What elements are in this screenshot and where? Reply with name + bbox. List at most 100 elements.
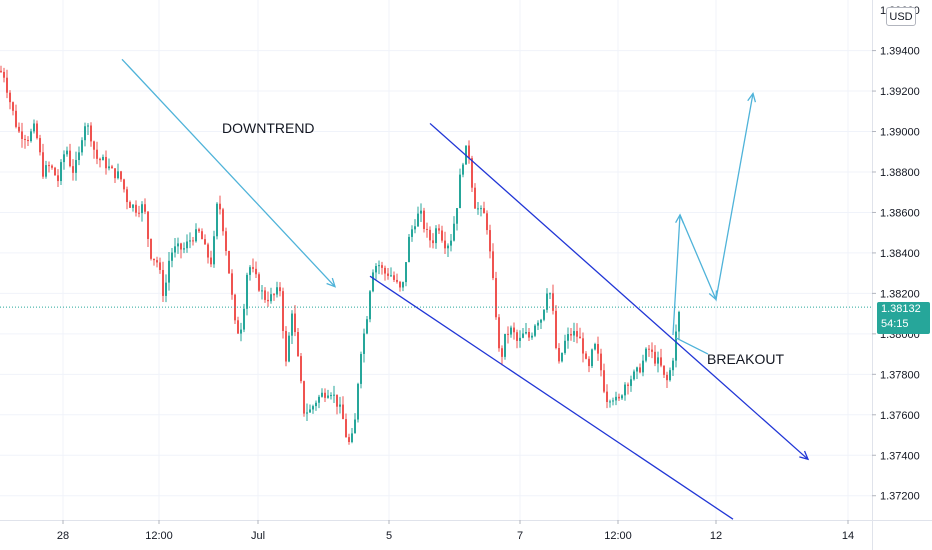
candle-down — [444, 240, 446, 249]
candle-down — [492, 251, 494, 279]
currency-badge[interactable]: USD — [886, 7, 916, 26]
candle-up — [630, 379, 632, 386]
price-tick-label: 1.37800 — [880, 369, 920, 381]
candle-up — [315, 402, 317, 407]
candle-up — [261, 290, 263, 292]
candle-down — [111, 166, 113, 169]
candle-up — [456, 208, 458, 224]
candle-up — [171, 252, 173, 261]
candle-up — [636, 367, 638, 372]
candle-down — [570, 334, 572, 336]
candle-up — [195, 229, 197, 242]
time-tick-label: 7 — [517, 530, 523, 542]
candle-down — [201, 231, 203, 240]
candle-up — [372, 272, 374, 292]
candle-down — [495, 278, 497, 318]
projection-path — [672, 93, 754, 336]
candle-up — [525, 332, 527, 334]
candle-up — [540, 319, 542, 323]
candle-down — [54, 167, 56, 176]
candle-down — [15, 110, 17, 127]
candle-down — [588, 358, 590, 367]
candle-down — [123, 179, 125, 190]
candle-up — [612, 400, 614, 402]
candle-down — [324, 392, 326, 398]
time-tick-label: 12 — [710, 530, 722, 542]
current-price-label: 1.38132 54:15 — [877, 302, 930, 334]
candle-down — [489, 230, 491, 252]
candle-up — [81, 140, 83, 153]
candle-up — [327, 395, 329, 398]
candle-up — [312, 406, 314, 410]
candle-up — [240, 329, 242, 334]
candle-down — [579, 336, 581, 339]
candle-up — [402, 282, 404, 288]
channel-upper-line — [429, 122, 809, 460]
price-tick-label: 1.38200 — [880, 288, 920, 300]
candle-down — [285, 330, 287, 362]
candle-down — [93, 141, 95, 150]
candle-up — [609, 401, 611, 403]
candle-down — [483, 208, 485, 214]
candle-down — [234, 294, 236, 321]
candle-up — [519, 337, 521, 341]
annotation-breakout: BREAKOUT — [707, 351, 785, 367]
candle-up — [447, 245, 449, 249]
candle-up — [390, 275, 392, 277]
candle-up — [543, 309, 545, 320]
candle-down — [162, 269, 164, 296]
candle-down — [207, 244, 209, 258]
candle-down — [210, 257, 212, 265]
candle-down — [219, 203, 221, 210]
candle-down — [204, 239, 206, 245]
candle-up — [504, 333, 506, 357]
candle-down — [156, 260, 158, 263]
candle-down — [144, 204, 146, 212]
candle-down — [336, 394, 338, 407]
candle-down — [639, 367, 641, 373]
candle-up — [117, 171, 119, 179]
candle-down — [303, 381, 305, 414]
price-tick-label: 1.39000 — [880, 127, 920, 139]
candle-down — [222, 209, 224, 232]
projection-arrowhead — [708, 290, 718, 301]
candle-down — [39, 138, 41, 153]
time-tick-label: 12:00 — [145, 530, 173, 542]
candle-down — [429, 229, 431, 241]
candle-down — [252, 267, 254, 269]
candle-up — [459, 174, 461, 209]
candle-up — [534, 325, 536, 336]
time-tick-label: 28 — [57, 530, 69, 542]
candle-down — [180, 243, 182, 250]
candle-up — [276, 287, 278, 295]
candle-up — [672, 360, 674, 371]
candle-down — [387, 273, 389, 276]
candle-down — [24, 138, 26, 140]
candle-down — [258, 274, 260, 291]
candle-up — [306, 412, 308, 414]
candle-down — [603, 370, 605, 392]
candle-up — [183, 248, 185, 250]
candle-up — [351, 433, 353, 442]
candle-down — [651, 349, 653, 352]
candle-up — [318, 396, 320, 403]
candle-down — [597, 344, 599, 354]
candle-down — [468, 145, 470, 159]
candle-up — [624, 384, 626, 396]
candle-up — [537, 322, 539, 326]
candle-down — [663, 365, 665, 375]
candle-up — [405, 262, 407, 283]
candle-up — [321, 392, 323, 397]
price-tick-label: 1.37200 — [880, 491, 920, 503]
candle-down — [423, 210, 425, 229]
candle-up — [108, 166, 110, 169]
candle-up — [78, 152, 80, 161]
candle-up — [75, 160, 77, 173]
candle-down — [627, 384, 629, 386]
candle-down — [618, 396, 620, 399]
candle-down — [129, 202, 131, 208]
candle-down — [381, 265, 383, 268]
candle-down — [237, 320, 239, 334]
candle-up — [669, 370, 671, 381]
